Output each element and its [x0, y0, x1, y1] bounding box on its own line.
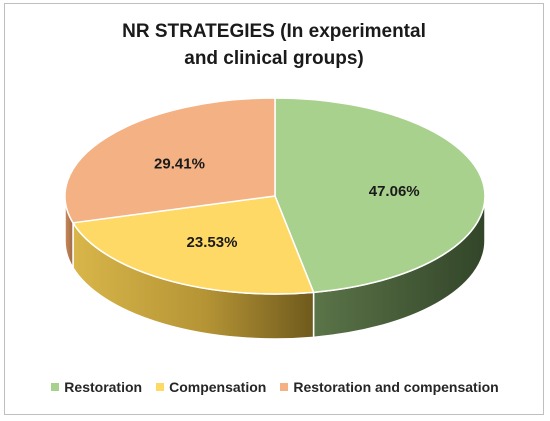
chart-title-line-1: NR STRATEGIES (In experimental: [122, 21, 426, 42]
data-label-compensation: 23.53%: [187, 234, 238, 251]
pie-slice-compensation: [72, 195, 315, 295]
legend-swatch-restoration: [51, 383, 60, 391]
legend: Restoration Compensation Restoration and…: [0, 377, 550, 397]
chart-title-line-2: and clinical groups): [184, 48, 364, 69]
data-label-restoration: 47.06%: [369, 183, 420, 200]
chart-title: NR STRATEGIES (In experimental and clini…: [0, 18, 548, 72]
pie-slice-restoration: [274, 97, 486, 294]
legend-label-restoration-and-compensation: Restoration and compensation: [293, 379, 499, 395]
legend-item-restoration: Restoration: [51, 379, 142, 395]
legend-label-compensation: Compensation: [169, 379, 267, 395]
legend-swatch-compensation: [156, 383, 165, 391]
data-label-restoration-and-compensation: 29.41%: [154, 156, 205, 173]
legend-label-restoration: Restoration: [64, 379, 143, 395]
legend-item-compensation: Compensation: [156, 379, 266, 395]
pie-tops: [64, 97, 486, 295]
pie-data-labels: 47.06% 23.53% 29.41%: [154, 156, 420, 251]
legend-swatch-restoration-and-compensation: [280, 383, 289, 391]
pie-slice-restoration-and-compensation: [64, 97, 276, 224]
legend-item-restoration-and-compensation: Restoration and compensation: [280, 379, 499, 395]
